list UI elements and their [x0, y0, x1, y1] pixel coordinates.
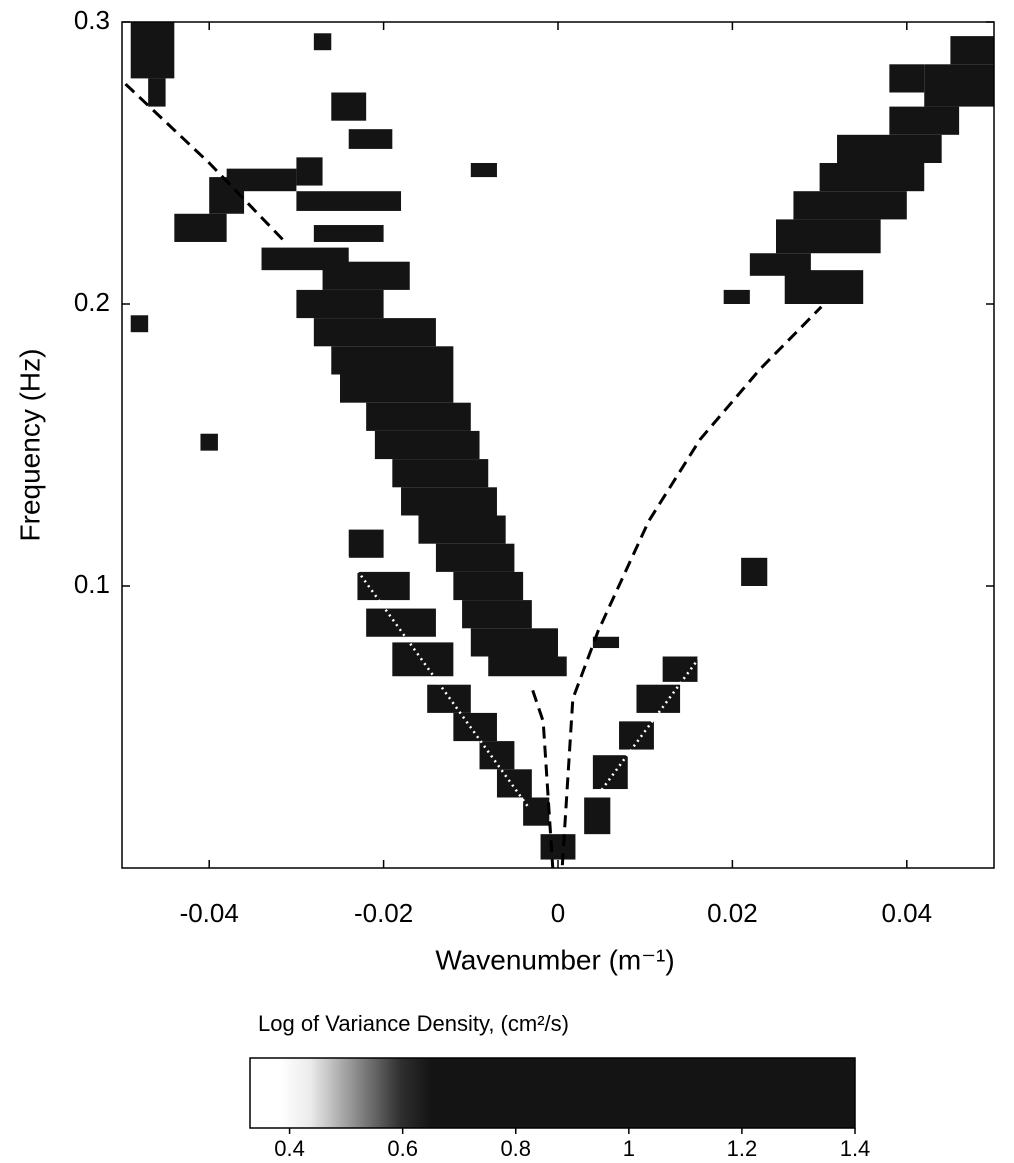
colorbar-tick-label: 1.4 — [840, 1136, 871, 1161]
colorbar-tick-label: 1 — [623, 1136, 635, 1161]
heatmap-cell — [540, 834, 576, 860]
y-tick-label: 0.3 — [74, 5, 110, 35]
heatmap-cell — [348, 129, 393, 149]
heatmap-cell — [322, 261, 410, 290]
colorbar-tick-label: 0.4 — [274, 1136, 305, 1161]
heatmap-cell — [313, 33, 332, 51]
heatmap-cell — [837, 134, 942, 163]
heatmap-cell — [313, 225, 384, 242]
x-axis-label: Wavenumber (m⁻¹) — [435, 944, 674, 975]
heatmap-cell — [296, 289, 384, 319]
heatmap-cell — [496, 769, 532, 798]
y-axis-label: Frequency (Hz) — [14, 349, 45, 542]
x-tick-label: 0.04 — [881, 898, 932, 928]
x-tick-label: 0.02 — [707, 898, 758, 928]
heatmap-cell — [584, 797, 611, 835]
colorbar-tick-label: 0.6 — [387, 1136, 418, 1161]
heatmap-cell — [130, 22, 175, 79]
heatmap-cell — [331, 346, 454, 375]
heatmap-cell — [200, 433, 218, 451]
dispersion-curve — [597, 655, 702, 796]
dispersion-curve — [124, 82, 555, 869]
heatmap-cell — [889, 106, 960, 135]
y-tick-label: 0.1 — [74, 569, 110, 599]
heatmap-cell — [401, 487, 497, 516]
heatmap-cell — [470, 163, 497, 178]
heatmap-cell — [148, 78, 166, 107]
x-tick-label: -0.02 — [354, 898, 413, 928]
heatmap-cell — [950, 36, 994, 65]
heatmap-cell — [889, 64, 925, 93]
heatmap-cell — [296, 157, 323, 186]
heatmap-cell — [296, 191, 402, 211]
heatmap-cell — [723, 289, 750, 304]
y-tick-label: 0.2 — [74, 287, 110, 317]
heatmap-cell — [479, 741, 515, 770]
heatmap-cell — [793, 191, 907, 220]
heatmap-cell — [592, 636, 620, 649]
heatmap-cell — [130, 315, 149, 333]
heatmap-cell — [776, 219, 881, 254]
heatmap-cell — [435, 543, 515, 572]
colorbar — [249, 1057, 856, 1129]
heatmap-cell — [924, 64, 994, 107]
heatmap-cell — [453, 712, 497, 742]
heatmap-cell — [226, 168, 297, 192]
heatmap-cell — [348, 529, 384, 558]
heatmap-cell — [418, 515, 506, 544]
heatmap-cell — [331, 92, 367, 121]
heatmap-cell — [784, 270, 864, 304]
x-tick-label: 0 — [551, 898, 565, 928]
heatmap-cell — [470, 628, 558, 657]
heatmap-cell — [366, 402, 471, 431]
heatmap-cell — [374, 430, 480, 460]
heatmap-cell — [819, 163, 925, 192]
heatmap-cell — [340, 374, 454, 403]
colorbar-title: Log of Variance Density, (cm²/s) — [258, 1011, 569, 1036]
heatmap-cell — [174, 213, 227, 242]
heatmap-cell — [357, 571, 410, 601]
heatmap-cell — [488, 656, 567, 677]
heatmap-cell — [462, 600, 532, 629]
heatmap-cell — [523, 797, 550, 826]
colorbar-tick-label: 0.8 — [500, 1136, 531, 1161]
heatmap-cell — [313, 318, 436, 347]
heatmap-cell — [392, 459, 489, 488]
heatmap-cell — [592, 755, 628, 790]
heatmap-cell — [636, 684, 681, 713]
x-tick-label: -0.04 — [180, 898, 239, 928]
heatmap-cell — [453, 571, 524, 601]
colorbar-tick-label: 1.2 — [727, 1136, 758, 1161]
heatmap-cell — [366, 608, 436, 637]
heatmap-cell — [741, 557, 768, 586]
